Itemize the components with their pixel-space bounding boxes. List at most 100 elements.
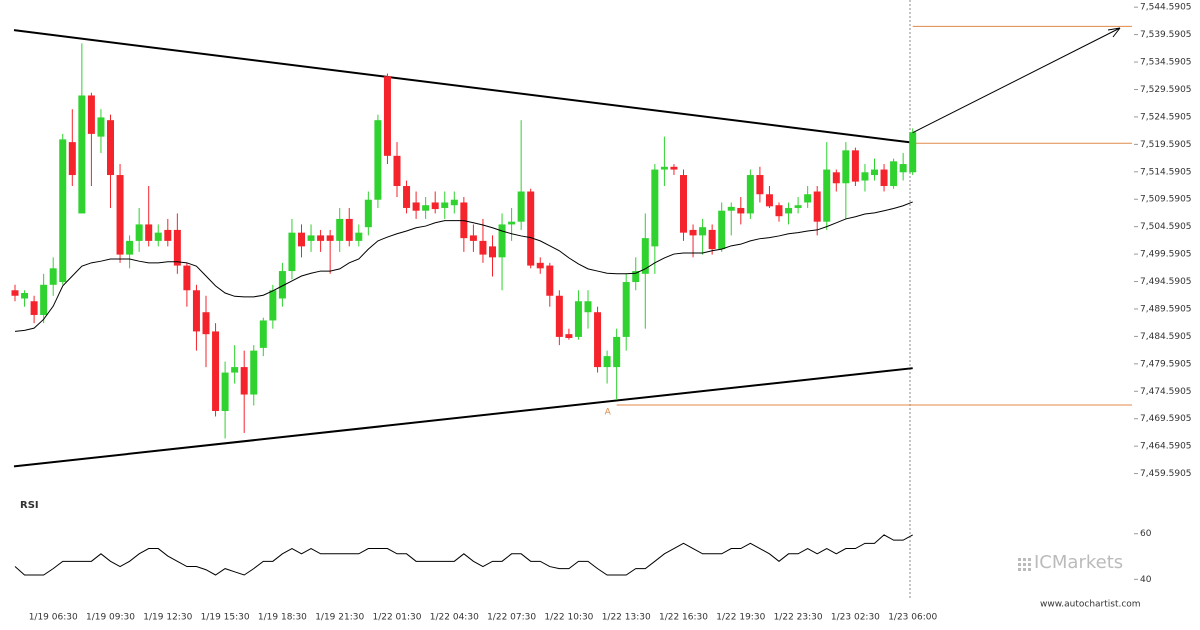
candle [78, 43, 86, 214]
x-tick-label: 1/22 07:30 [487, 613, 536, 623]
candle-body [584, 301, 592, 313]
candle-body [97, 117, 105, 137]
candle-body [651, 169, 659, 247]
candle [202, 295, 210, 368]
candle-body [393, 155, 401, 187]
x-tick-label: 1/19 06:30 [29, 613, 78, 623]
candle-body [804, 194, 812, 203]
candle-body [718, 210, 726, 250]
candle-body [479, 240, 487, 255]
y-tick-label: 7,519.5905 [1140, 140, 1192, 150]
candle [173, 213, 181, 274]
candle [794, 196, 802, 214]
candle-body [317, 235, 325, 241]
candle [823, 142, 831, 230]
candle [107, 114, 114, 208]
candle [383, 73, 391, 165]
candle-body [403, 186, 411, 208]
candle [670, 164, 678, 176]
candle [489, 235, 496, 277]
candle-body [737, 207, 745, 214]
y-tick-label: 7,499.5905 [1140, 250, 1192, 260]
candle [240, 350, 248, 433]
candle-body [613, 336, 621, 368]
rsi-title: RSI [20, 500, 39, 511]
candle-body [851, 150, 859, 182]
candle [21, 290, 29, 307]
candle [135, 207, 143, 252]
candle-body [422, 205, 430, 211]
trendline [13, 367, 913, 468]
candle [851, 147, 859, 187]
candle-body [383, 76, 391, 156]
candle-body [126, 240, 134, 255]
candle [431, 191, 439, 214]
candle [288, 218, 296, 280]
y-tick-label: 7,534.5905 [1140, 58, 1192, 68]
candle-body [450, 199, 458, 206]
x-tick-label: 1/19 15:30 [201, 613, 250, 623]
candle-body [708, 229, 716, 250]
candle [584, 290, 592, 329]
candle-body [107, 120, 114, 176]
candle [298, 224, 305, 258]
candle [403, 180, 411, 214]
candle [164, 218, 172, 247]
candle-body [259, 320, 267, 348]
candle [212, 323, 220, 417]
candle [317, 229, 325, 252]
candle [364, 191, 372, 236]
candle-body [183, 265, 191, 291]
y-tick-label: 7,539.5905 [1140, 30, 1192, 40]
candle [441, 191, 449, 219]
candle [259, 317, 267, 357]
candle-body [756, 175, 764, 195]
y-tick-label: 7,484.5905 [1140, 332, 1192, 342]
rsi-line [14, 534, 913, 576]
candle-body [364, 199, 372, 228]
candle-body [59, 139, 67, 283]
candle-body [489, 246, 496, 258]
candle-body [326, 235, 334, 241]
candle-body [78, 95, 86, 214]
candle-body [842, 150, 850, 184]
x-tick-label: 1/22 04:30 [430, 613, 479, 623]
candle-body [660, 166, 668, 170]
candle [422, 196, 430, 219]
candle-body [145, 224, 153, 241]
y-tick-label: 7,509.5905 [1140, 195, 1192, 205]
candle [40, 273, 48, 324]
x-tick-label: 1/19 09:30 [86, 613, 135, 623]
candle [727, 202, 735, 236]
candle [250, 345, 258, 406]
candle [622, 273, 630, 351]
candle [221, 361, 229, 439]
candle [508, 207, 516, 241]
candle [59, 133, 67, 285]
candle [737, 196, 745, 225]
candle-body [890, 161, 898, 187]
candle-body [699, 227, 707, 236]
candle-body [689, 229, 697, 236]
candle-body [594, 312, 602, 368]
candle [546, 262, 554, 307]
candle [899, 153, 907, 181]
y-tick-label: 7,464.5905 [1140, 442, 1192, 452]
candle [689, 224, 697, 258]
candle [708, 224, 716, 255]
candle [880, 164, 888, 192]
candle [393, 142, 401, 197]
candle-body [298, 232, 305, 247]
candle [718, 202, 726, 252]
candle-body [727, 206, 735, 211]
candle [594, 306, 602, 373]
candle [192, 284, 200, 351]
candle-body [861, 172, 869, 181]
annotation: A [605, 407, 612, 417]
candle-body [880, 169, 888, 187]
candle [87, 92, 95, 187]
candle-body [680, 175, 687, 233]
logo-icon [1018, 558, 1031, 571]
x-tick-label: 1/22 13:30 [602, 613, 651, 623]
x-tick-label: 1/22 19:30 [716, 613, 765, 623]
